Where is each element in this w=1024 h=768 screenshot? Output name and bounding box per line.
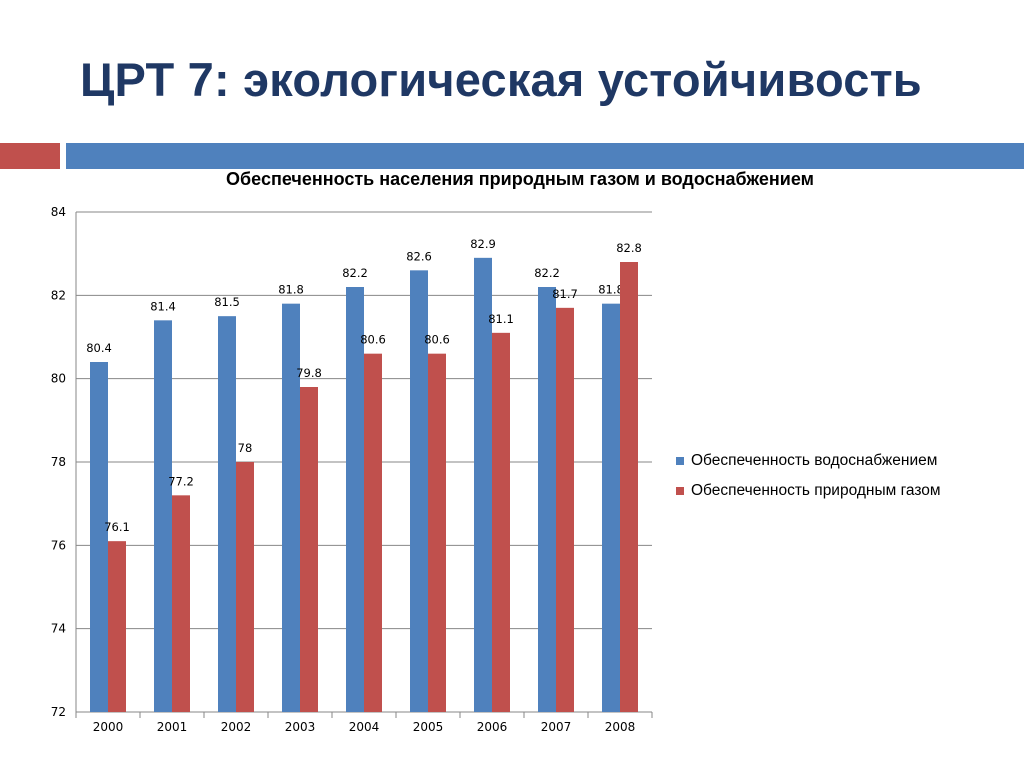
legend-swatch-gas: [676, 487, 684, 495]
bar-water: [410, 270, 428, 712]
bar-gas: [108, 541, 126, 712]
header-accent-blue: [66, 143, 1024, 169]
x-tick-label: 2008: [605, 720, 636, 734]
legend-label-gas: Обеспеченность природным газом: [691, 482, 941, 499]
x-tick-label: 2003: [285, 720, 316, 734]
bar-water: [90, 362, 108, 712]
data-label-water: 82.2: [534, 266, 560, 280]
y-tick-label: 76: [51, 538, 66, 552]
x-tick-label: 2007: [541, 720, 572, 734]
data-label-gas: 79.8: [296, 366, 322, 380]
bar-water: [602, 303, 620, 712]
data-label-water: 81.4: [150, 299, 176, 313]
data-label-water: 80.4: [86, 341, 112, 355]
header-accent-red: [0, 143, 60, 169]
chart-legend: Обеспеченность водоснабжением Обеспеченн…: [676, 446, 941, 506]
legend-item-water: Обеспеченность водоснабжением: [676, 446, 941, 476]
slide-title: ЦРТ 7: экологическая устойчивость: [80, 53, 922, 106]
data-label-gas: 78: [238, 441, 253, 455]
y-tick-label: 72: [51, 705, 66, 719]
legend-swatch-water: [676, 457, 684, 465]
data-label-water: 81.8: [598, 283, 624, 297]
bar-gas: [620, 262, 638, 712]
data-label-gas: 80.6: [360, 333, 386, 347]
data-label-gas: 77.2: [168, 474, 194, 488]
data-label-water: 81.8: [278, 283, 304, 297]
chart-title: Обеспеченность населения природным газом…: [226, 169, 814, 189]
bar-water: [218, 316, 236, 712]
bar-water: [474, 257, 492, 712]
x-tick-label: 2001: [157, 720, 188, 734]
legend-item-gas: Обеспеченность природным газом: [676, 476, 941, 506]
y-tick-label: 74: [51, 622, 66, 636]
y-tick-label: 80: [51, 372, 66, 386]
data-label-water: 81.5: [214, 295, 240, 309]
y-tick-label: 84: [51, 205, 66, 219]
x-tick-label: 2000: [93, 720, 124, 734]
x-tick-label: 2005: [413, 720, 444, 734]
x-tick-label: 2006: [477, 720, 508, 734]
bar-gas: [364, 353, 382, 712]
bar-gas: [300, 387, 318, 712]
bar-water: [538, 287, 556, 712]
bar-gas: [556, 307, 574, 712]
data-label-gas: 81.7: [552, 287, 578, 301]
x-tick-label: 2004: [349, 720, 380, 734]
bar-water: [346, 287, 364, 712]
bar-gas: [428, 353, 446, 712]
legend-label-water: Обеспеченность водоснабжением: [691, 452, 938, 469]
data-label-gas: 82.8: [616, 241, 642, 255]
x-tick-label: 2002: [221, 720, 252, 734]
data-label-gas: 80.6: [424, 333, 450, 347]
data-label-water: 82.2: [342, 266, 368, 280]
bar-water: [282, 303, 300, 712]
data-label-gas: 76.1: [104, 520, 130, 534]
bar-gas: [492, 332, 510, 712]
bar-gas: [236, 462, 254, 712]
bar-gas: [172, 495, 190, 712]
data-label-water: 82.6: [406, 249, 432, 263]
y-tick-label: 78: [51, 455, 66, 469]
data-label-gas: 81.1: [488, 312, 514, 326]
y-tick-label: 82: [51, 288, 66, 302]
data-label-water: 82.9: [470, 237, 496, 251]
bar-water: [154, 320, 172, 712]
